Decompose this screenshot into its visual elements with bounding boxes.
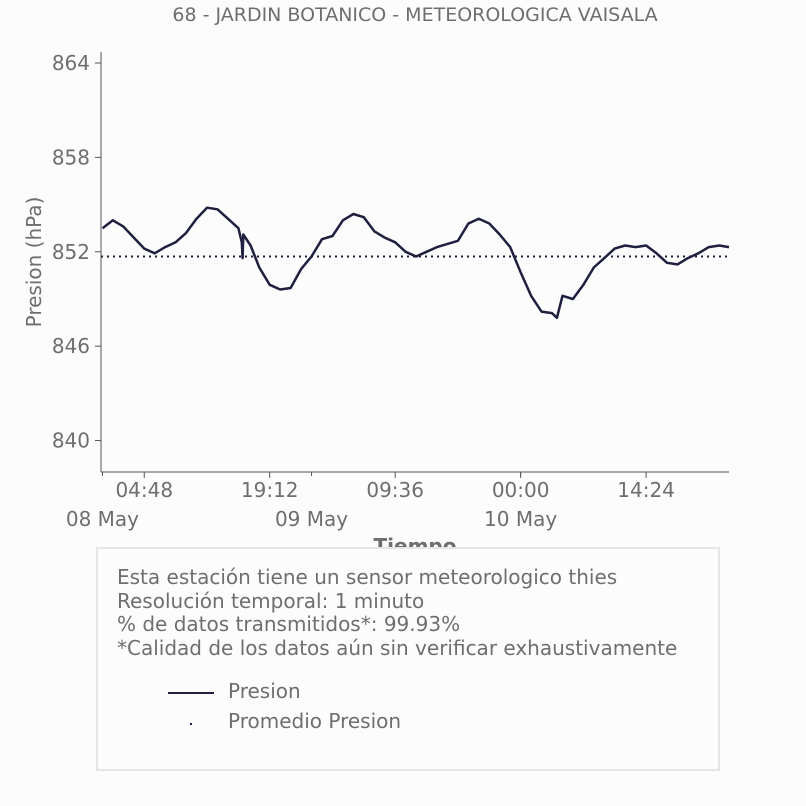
- station-info: Esta estación tiene un sensor meteorolog…: [117, 565, 678, 660]
- plot-area: [101, 206, 730, 320]
- y-axis-label: Presion (hPa): [22, 197, 46, 328]
- x-tick-label: 19:12: [241, 478, 299, 502]
- legend-swatch-dot: [190, 723, 192, 725]
- info-resolution-line: Resolución temporal: 1 minuto: [117, 588, 425, 613]
- x-date-label: 10 May: [484, 507, 557, 531]
- y-tick-label: 840: [52, 429, 90, 453]
- y-tick-label: 846: [52, 334, 90, 358]
- series-line-presion: [101, 206, 730, 320]
- chart-axes: 840 846 852 858 864 04:48 19:12 09:36 00:00 14:24…: [52, 51, 729, 531]
- y-tick-label: 852: [52, 240, 90, 264]
- x-date-label: 08 May: [66, 507, 139, 531]
- legend-label-presion: Presion: [228, 679, 301, 703]
- info-transmitted-line: % de datos transmitidos*: 99.93%: [117, 612, 461, 636]
- chart-title: 68 - JARDIN BOTANICO - METEOROLOGICA VAI…: [172, 4, 657, 26]
- x-tick-label: 04:48: [115, 478, 173, 502]
- x-tick-label: 09:36: [366, 478, 424, 502]
- info-legend-box: Esta estación tiene un sensor meteorolog…: [96, 547, 720, 771]
- info-sensor-line: Esta estación tiene un sensor meteorolog…: [117, 565, 618, 589]
- legend-label-promedio: Promedio Presion: [228, 709, 402, 733]
- y-tick-label: 864: [52, 51, 90, 75]
- y-tick-label: 858: [52, 145, 90, 169]
- info-quality-note: *Calidad de los datos aún sin verificar …: [117, 635, 678, 660]
- x-tick-label: 14:24: [617, 478, 675, 502]
- x-tick-label: 00:00: [492, 478, 550, 502]
- legend-swatch-solid-line: [168, 692, 214, 694]
- x-date-label: 09 May: [275, 507, 348, 531]
